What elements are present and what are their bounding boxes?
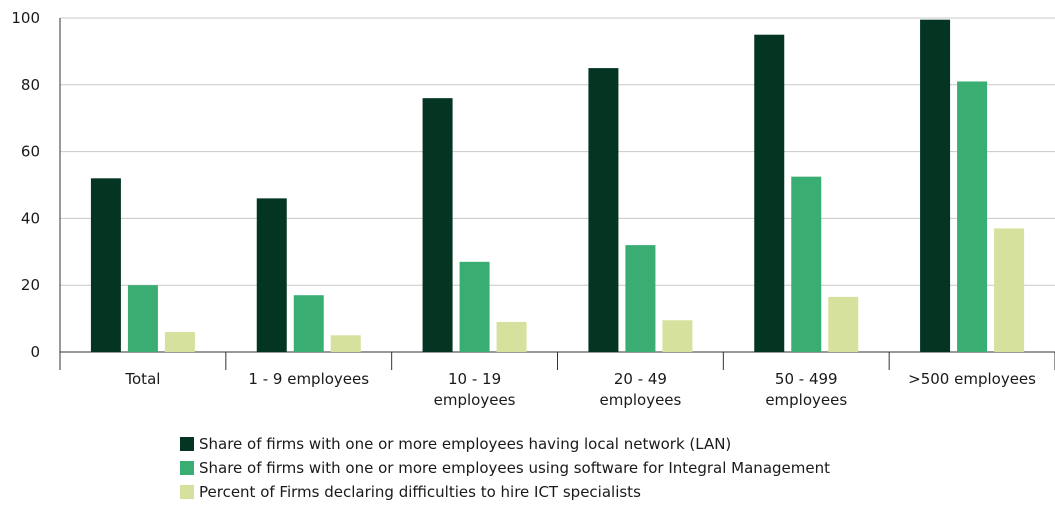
legend-item-ict-specialists: Percent of Firms declaring difficulties … (180, 480, 830, 504)
x-category-label-3-1: employees (599, 391, 681, 409)
bar-s1-c3 (625, 245, 656, 352)
bar-s1-c2 (459, 261, 490, 352)
x-category-label-5-0: >500 employees (908, 370, 1036, 388)
legend-item-integral-management: Share of firms with one or more employee… (180, 456, 830, 480)
bar-s1-c5 (957, 81, 988, 353)
legend-label-lan: Share of firms with one or more employee… (199, 435, 732, 453)
bar-s2-c0 (164, 331, 195, 352)
y-tick-label-40: 40 (21, 209, 40, 227)
x-category-label-3-0: 20 - 49 (614, 370, 667, 388)
legend-swatch-lan (180, 437, 194, 451)
bar-chart-plot: 0 20 40 60 80 100 Total 1 - 9 employees 10 - 19 e… (11, 9, 1055, 409)
bar-s2-c5 (994, 228, 1025, 352)
y-tick-label-0: 0 (30, 343, 40, 361)
legend-label-integral-management: Share of firms with one or more employee… (199, 459, 830, 477)
bar-s2-c3 (662, 320, 693, 352)
bar-s0-c0 (90, 178, 121, 352)
y-tick-label-60: 60 (21, 143, 40, 161)
bar-s0-c5 (920, 19, 951, 352)
legend: Share of firms with one or more employee… (180, 432, 830, 504)
legend-label-ict-specialists: Percent of Firms declaring difficulties … (199, 483, 641, 501)
legend-swatch-integral-management (180, 461, 194, 475)
x-category-label-1-0: 1 - 9 employees (248, 370, 369, 388)
bar-s2-c1 (330, 335, 361, 352)
bar-s2-c4 (828, 296, 859, 352)
x-category-label-4-1: employees (765, 391, 847, 409)
legend-item-lan: Share of firms with one or more employee… (180, 432, 830, 456)
y-tick-label-100: 100 (11, 9, 40, 27)
bar-s1-c4 (791, 176, 822, 352)
bar-s0-c3 (588, 68, 619, 352)
bar-s1-c1 (293, 295, 324, 352)
y-tick-label-80: 80 (21, 76, 40, 94)
bar-s0-c4 (754, 34, 785, 352)
legend-swatch-ict-specialists (180, 485, 194, 499)
bar-s2-c2 (496, 321, 527, 352)
y-tick-label-20: 20 (21, 276, 40, 294)
x-category-label-2-0: 10 - 19 (448, 370, 501, 388)
bar-s0-c1 (256, 198, 287, 352)
x-category-label-2-1: employees (434, 391, 516, 409)
bar-s0-c2 (422, 98, 453, 352)
x-category-label-0-0: Total (124, 370, 160, 388)
bar-s1-c0 (127, 285, 158, 352)
x-category-label-4-0: 50 - 499 (775, 370, 838, 388)
